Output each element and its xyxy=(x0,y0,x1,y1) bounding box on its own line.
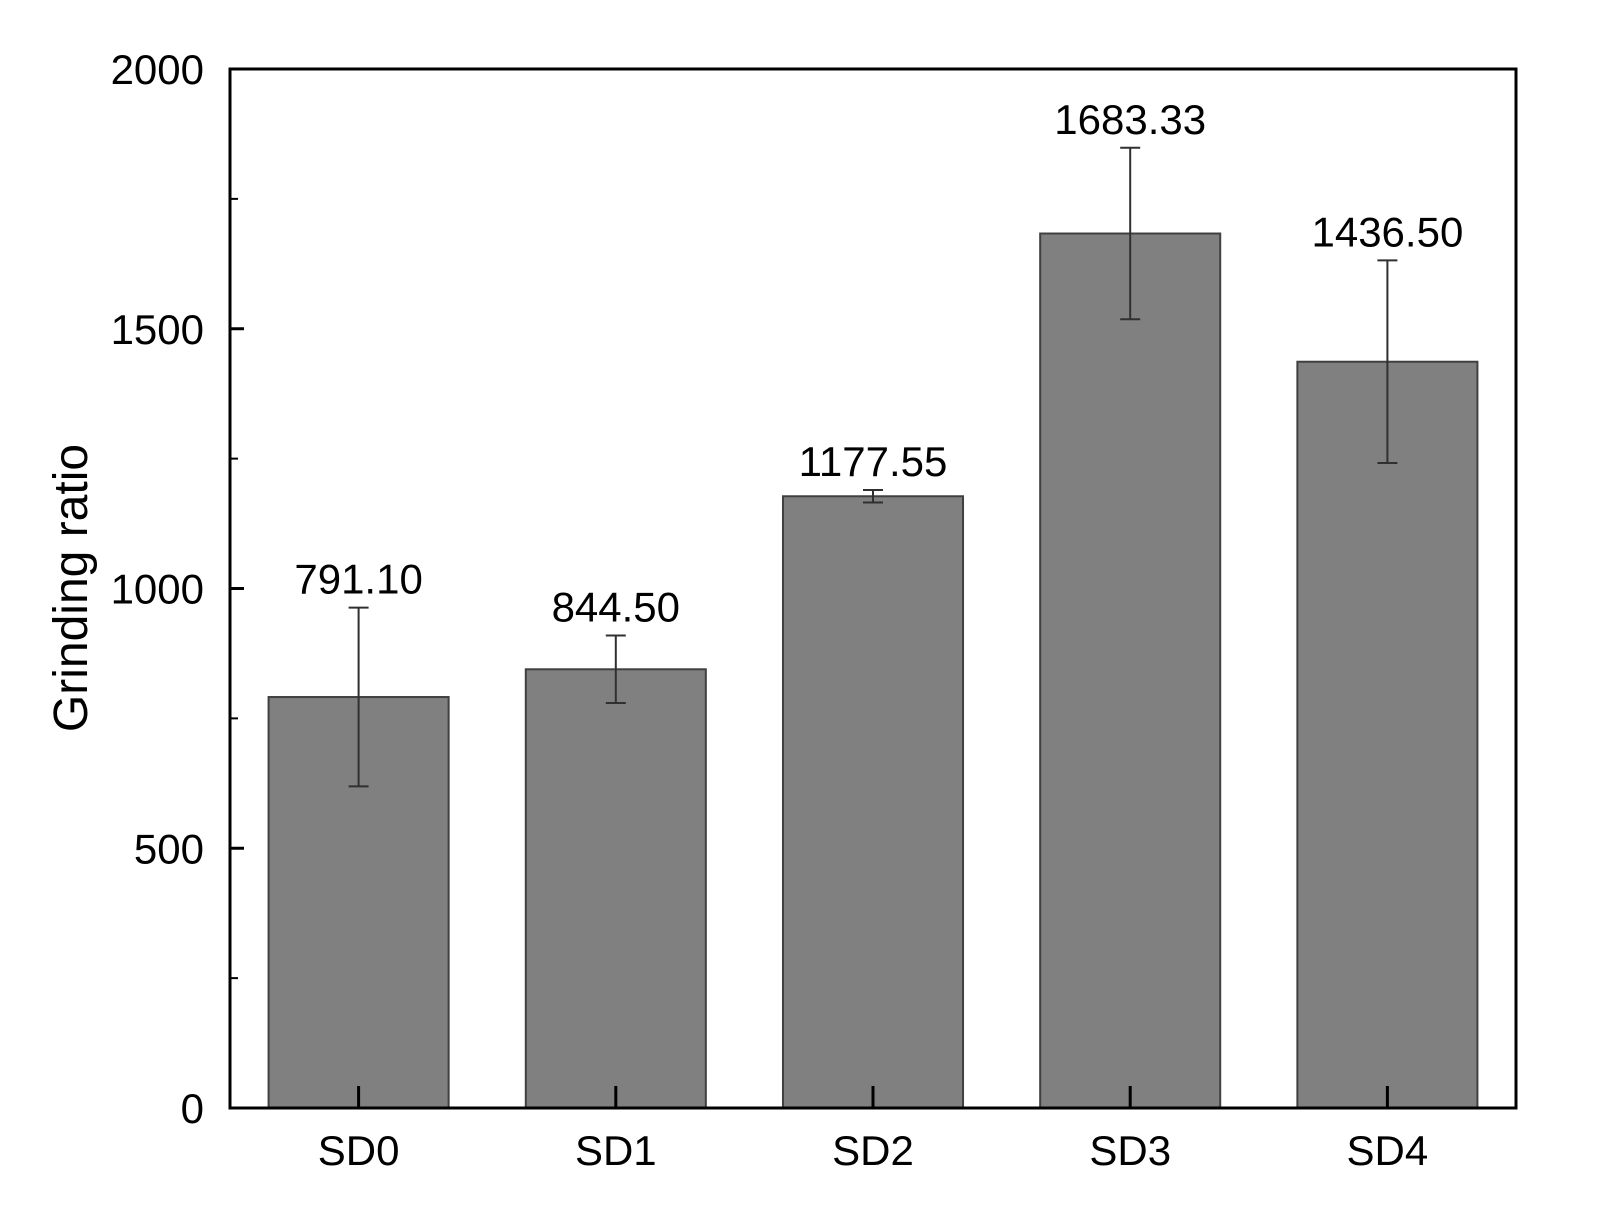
y-tick-label: 2000 xyxy=(111,46,204,93)
value-label-sd4: 1436.50 xyxy=(1311,208,1463,255)
error-bar-sd0 xyxy=(348,606,369,788)
error-bar-sd4 xyxy=(1377,259,1398,465)
y-tick-label: 1000 xyxy=(111,566,204,613)
x-tick-label-sd2: SD2 xyxy=(832,1127,914,1174)
labels-layer: 791.10 SD0 844.50 SD1 1177.55 SD2 1683.33 SD3 14… xyxy=(111,46,1464,1174)
x-tick-label-sd1: SD1 xyxy=(575,1127,657,1174)
bars-layer xyxy=(267,232,1479,1110)
value-label-sd3: 1683.33 xyxy=(1054,96,1206,143)
axes-layer xyxy=(228,67,1518,1110)
value-label-sd2: 1177.55 xyxy=(799,438,948,485)
bar-sd3 xyxy=(1039,232,1222,1109)
error-bar-sd3 xyxy=(1120,146,1141,321)
y-tick-label: 0 xyxy=(181,1085,204,1132)
error-bars-layer xyxy=(348,146,1398,788)
x-tick-label-sd4: SD4 xyxy=(1347,1127,1429,1174)
value-label-sd1: 844.50 xyxy=(552,584,680,631)
y-axis-title: Grinding ratio xyxy=(45,444,98,732)
bar-sd1 xyxy=(524,668,707,1109)
y-tick-label: 1500 xyxy=(111,306,204,353)
error-bar-sd2 xyxy=(863,489,883,504)
value-label-sd0: 791.10 xyxy=(294,556,422,603)
error-bar-sd1 xyxy=(605,634,626,705)
bar-sd2 xyxy=(781,495,965,1110)
y-tick-label: 500 xyxy=(134,825,204,872)
bar-sd4 xyxy=(1296,360,1479,1110)
x-tick-label-sd3: SD3 xyxy=(1089,1127,1171,1174)
x-tick-label-sd0: SD0 xyxy=(318,1127,400,1174)
